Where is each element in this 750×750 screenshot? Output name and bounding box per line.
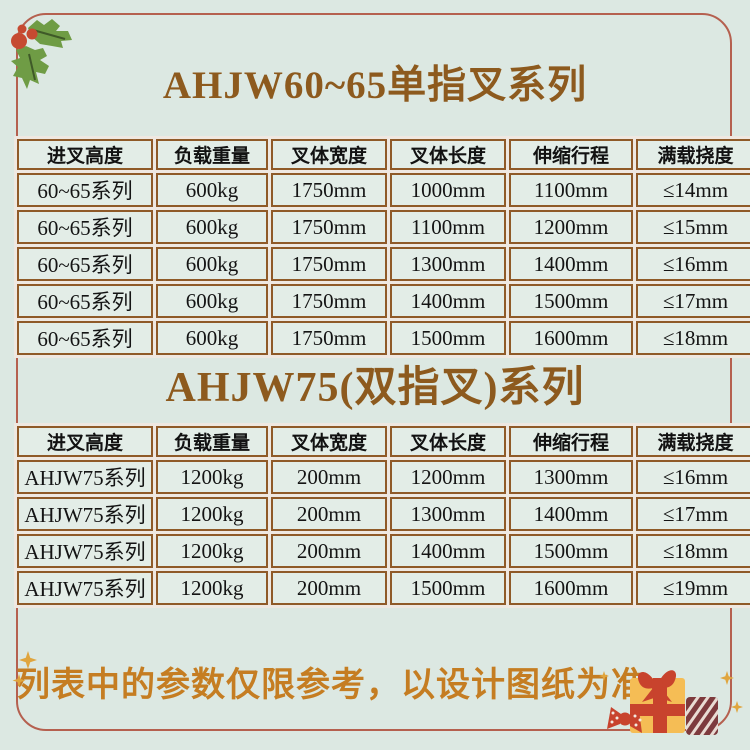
table-cell: ≤19mm bbox=[636, 571, 750, 605]
table-cell: ≤16mm bbox=[636, 247, 750, 281]
table-cell: 1200mm bbox=[509, 210, 633, 244]
table-cell: 200mm bbox=[271, 571, 387, 605]
section-title-ahjw75: AHJW75(双指叉)系列 bbox=[165, 365, 585, 411]
table-row: AHJW75系列 1200kg 200mm 1500mm 1600mm ≤19mm bbox=[17, 571, 750, 605]
table-cell: ≤18mm bbox=[636, 321, 750, 355]
table-cell: 1600mm bbox=[509, 571, 633, 605]
footer-note: 列表中的参数仅限参考，以设计图纸为准 bbox=[16, 667, 646, 704]
decorative-frame-border bbox=[16, 13, 732, 731]
table-cell: AHJW75系列 bbox=[17, 534, 153, 568]
table-cell: 60~65系列 bbox=[17, 173, 153, 207]
table-row: 60~65系列 600kg 1750mm 1100mm 1200mm ≤15mm bbox=[17, 210, 750, 244]
column-header: 叉体长度 bbox=[390, 139, 506, 170]
table-cell: 1500mm bbox=[509, 534, 633, 568]
table-cell: ≤17mm bbox=[636, 497, 750, 531]
table-row: 60~65系列 600kg 1750mm 1400mm 1500mm ≤17mm bbox=[17, 284, 750, 318]
sparkle-icon bbox=[12, 651, 37, 687]
column-header: 叉体宽度 bbox=[271, 426, 387, 457]
table-header-row: 进叉高度 负载重量 叉体宽度 叉体长度 伸缩行程 满载挠度 bbox=[17, 139, 750, 170]
table-cell: 600kg bbox=[156, 247, 268, 281]
table-cell: ≤16mm bbox=[636, 460, 750, 494]
table-cell: 1750mm bbox=[271, 284, 387, 318]
table-cell: 600kg bbox=[156, 210, 268, 244]
column-header: 负载重量 bbox=[156, 139, 268, 170]
table-row: AHJW75系列 1200kg 200mm 1400mm 1500mm ≤18mm bbox=[17, 534, 750, 568]
table-row: 60~65系列 600kg 1750mm 1000mm 1100mm ≤14mm bbox=[17, 173, 750, 207]
column-header: 进叉高度 bbox=[17, 426, 153, 457]
column-header: 叉体宽度 bbox=[271, 139, 387, 170]
section-title-ahjw60-65: AHJW60~65单指叉系列 bbox=[162, 64, 588, 107]
table-cell: 60~65系列 bbox=[17, 321, 153, 355]
table-cell: 60~65系列 bbox=[17, 284, 153, 318]
table-cell: AHJW75系列 bbox=[17, 460, 153, 494]
table-cell: 60~65系列 bbox=[17, 247, 153, 281]
column-header: 伸缩行程 bbox=[509, 426, 633, 457]
table-row: AHJW75系列 1200kg 200mm 1300mm 1400mm ≤17mm bbox=[17, 497, 750, 531]
gift-boxes-icon bbox=[599, 670, 743, 735]
table-header-row: 进叉高度 负载重量 叉体宽度 叉体长度 伸缩行程 满载挠度 bbox=[17, 426, 750, 457]
table-cell: 200mm bbox=[271, 460, 387, 494]
table-cell: AHJW75系列 bbox=[17, 497, 153, 531]
table-cell: 600kg bbox=[156, 284, 268, 318]
table-cell: 1750mm bbox=[271, 247, 387, 281]
column-header: 叉体长度 bbox=[390, 426, 506, 457]
spec-table-ahjw75: 进叉高度 负载重量 叉体宽度 叉体长度 伸缩行程 满载挠度 AHJW75系列 1200kg 20… bbox=[14, 423, 750, 608]
table-cell: 1400mm bbox=[390, 284, 506, 318]
table-cell: 1750mm bbox=[271, 210, 387, 244]
column-header: 满载挠度 bbox=[636, 426, 750, 457]
column-header: 满载挠度 bbox=[636, 139, 750, 170]
table-cell: 600kg bbox=[156, 173, 268, 207]
table-row: 60~65系列 600kg 1750mm 1300mm 1400mm ≤16mm bbox=[17, 247, 750, 281]
table-cell: 200mm bbox=[271, 534, 387, 568]
table-cell: 1600mm bbox=[509, 321, 633, 355]
table-cell: 1500mm bbox=[509, 284, 633, 318]
table-cell: 1100mm bbox=[509, 173, 633, 207]
table-cell: 1200mm bbox=[390, 460, 506, 494]
table-cell: 1200kg bbox=[156, 534, 268, 568]
table-cell: 1500mm bbox=[390, 571, 506, 605]
table-cell: 1500mm bbox=[390, 321, 506, 355]
table-cell: 1300mm bbox=[509, 460, 633, 494]
spec-table-ahjw60-65: 进叉高度 负载重量 叉体宽度 叉体长度 伸缩行程 满载挠度 60~65系列 600kg 1750… bbox=[14, 136, 750, 358]
table-cell: 1200kg bbox=[156, 460, 268, 494]
table-cell: 1750mm bbox=[271, 321, 387, 355]
table-cell: 1000mm bbox=[390, 173, 506, 207]
table-row: AHJW75系列 1200kg 200mm 1200mm 1300mm ≤16mm bbox=[17, 460, 750, 494]
table-cell: 600kg bbox=[156, 321, 268, 355]
column-header: 负载重量 bbox=[156, 426, 268, 457]
table-cell: 200mm bbox=[271, 497, 387, 531]
holly-icon bbox=[11, 19, 72, 89]
table-cell: ≤18mm bbox=[636, 534, 750, 568]
table-cell: 1300mm bbox=[390, 247, 506, 281]
table-cell: 1400mm bbox=[509, 497, 633, 531]
table-cell: 1200kg bbox=[156, 571, 268, 605]
column-header: 伸缩行程 bbox=[509, 139, 633, 170]
table-row: 60~65系列 600kg 1750mm 1500mm 1600mm ≤18mm bbox=[17, 321, 750, 355]
table-cell: 1100mm bbox=[390, 210, 506, 244]
table-cell: AHJW75系列 bbox=[17, 571, 153, 605]
table-cell: 1750mm bbox=[271, 173, 387, 207]
table-cell: ≤14mm bbox=[636, 173, 750, 207]
column-header: 进叉高度 bbox=[17, 139, 153, 170]
table-cell: 1400mm bbox=[390, 534, 506, 568]
table-cell: ≤15mm bbox=[636, 210, 750, 244]
table-cell: 1300mm bbox=[390, 497, 506, 531]
table-cell: 60~65系列 bbox=[17, 210, 153, 244]
table-cell: ≤17mm bbox=[636, 284, 750, 318]
table-cell: 1400mm bbox=[509, 247, 633, 281]
table-cell: 1200kg bbox=[156, 497, 268, 531]
